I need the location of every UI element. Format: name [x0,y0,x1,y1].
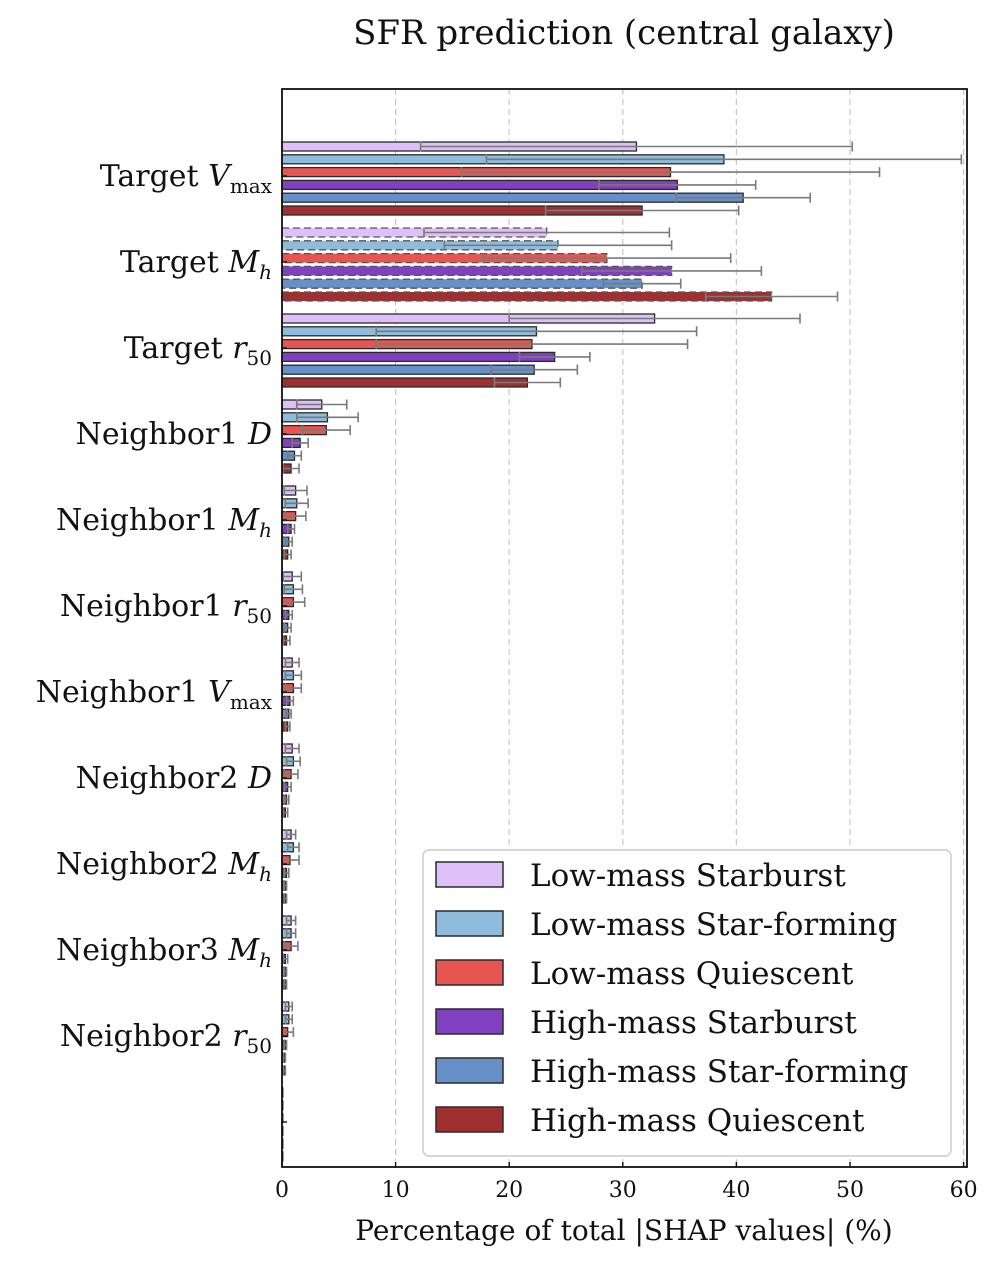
legend-swatch [435,959,504,986]
chart-title: SFR prediction (central galaxy) [353,13,895,53]
legend-swatch [435,1057,504,1084]
category-symbol: V [208,159,233,194]
category-subscript: 50 [247,604,272,628]
legend-swatch [435,1008,504,1035]
y-tick-label: Target r50 [124,331,272,370]
bar [281,377,529,388]
category-base: Target [100,159,208,194]
category-subscript: h [259,862,272,886]
x-tick-labels: 0 10 20 30 40 50 60 [275,1162,978,1203]
legend-swatch [435,910,504,937]
category-symbol: r [232,589,248,624]
y-tick-label: Neighbor2 Mh [56,847,272,886]
category-symbol: M [227,933,260,968]
category-base: Target [120,245,228,280]
x-tick-label: 40 [722,1178,750,1203]
legend-label: High-mass Star-forming [530,1054,908,1090]
category-base: Neighbor1 [36,675,208,710]
y-tick-label: Target Vmax [100,159,273,198]
x-tick-label: 10 [382,1178,410,1203]
legend-label: Low-mass Quiescent [530,956,854,992]
category-symbol: r [232,331,248,366]
category-base: Neighbor2 [56,847,228,882]
x-tick-label: 30 [609,1178,637,1203]
y-tick-label: Neighbor1 r50 [60,589,272,628]
x-tick-label: 0 [275,1178,289,1203]
legend-label: Low-mass Star-forming [530,907,897,943]
x-tick-label: 50 [836,1178,864,1203]
bar [281,192,744,203]
category-base: Target [124,331,232,366]
category-subscript: 50 [247,1034,272,1058]
x-tick-label: 20 [495,1178,523,1203]
legend-box [422,849,952,1157]
category-base: Neighbor2 [60,1019,232,1054]
category-base: Neighbor1 [60,589,232,624]
y-tick-label: Neighbor1 Vmax [36,675,273,714]
legend-swatch [435,1106,504,1133]
category-symbol: r [232,1019,248,1054]
category-symbol: M [227,245,260,280]
y-tick-label: Neighbor2 r50 [60,1019,272,1058]
category-subscript: max [230,174,273,198]
category-symbol: D [247,417,272,452]
x-axis-label: Percentage of total |SHAP values| (%) [355,1214,892,1247]
legend-label: High-mass Quiescent [530,1103,865,1139]
bar [281,278,643,289]
category-subscript: h [259,260,272,284]
category-subscript: max [230,690,273,714]
plot-frame [281,88,968,1168]
category-symbol: M [227,847,260,882]
y-tick-label: Target Mh [120,245,272,284]
category-subscript: h [259,518,272,542]
legend-swatch [435,861,504,888]
category-symbol: M [227,503,260,538]
category-base: Neighbor1 [76,417,248,452]
y-tick-label: Neighbor3 Mh [56,933,272,972]
category-base: Neighbor1 [56,503,228,538]
y-tick-label: Neighbor2 D [76,761,272,796]
y-tick-label: Neighbor1 Mh [56,503,272,542]
category-base: Neighbor3 [56,933,228,968]
category-subscript: 50 [247,346,272,370]
legend-label: Low-mass Starburst [530,858,846,894]
category-symbol: D [247,761,272,796]
bar [281,291,773,302]
category-base: Neighbor2 [76,761,248,796]
category-symbol: V [208,675,233,710]
legend-label: High-mass Starburst [530,1005,857,1041]
category-subscript: h [259,948,272,972]
error-bars [282,141,963,1076]
y-tick-label: Neighbor1 D [76,417,272,452]
legend: Low-mass Starburst Low-mass Star-forming L… [422,849,952,1157]
bar [281,351,556,363]
x-tick-label: 60 [950,1178,978,1203]
